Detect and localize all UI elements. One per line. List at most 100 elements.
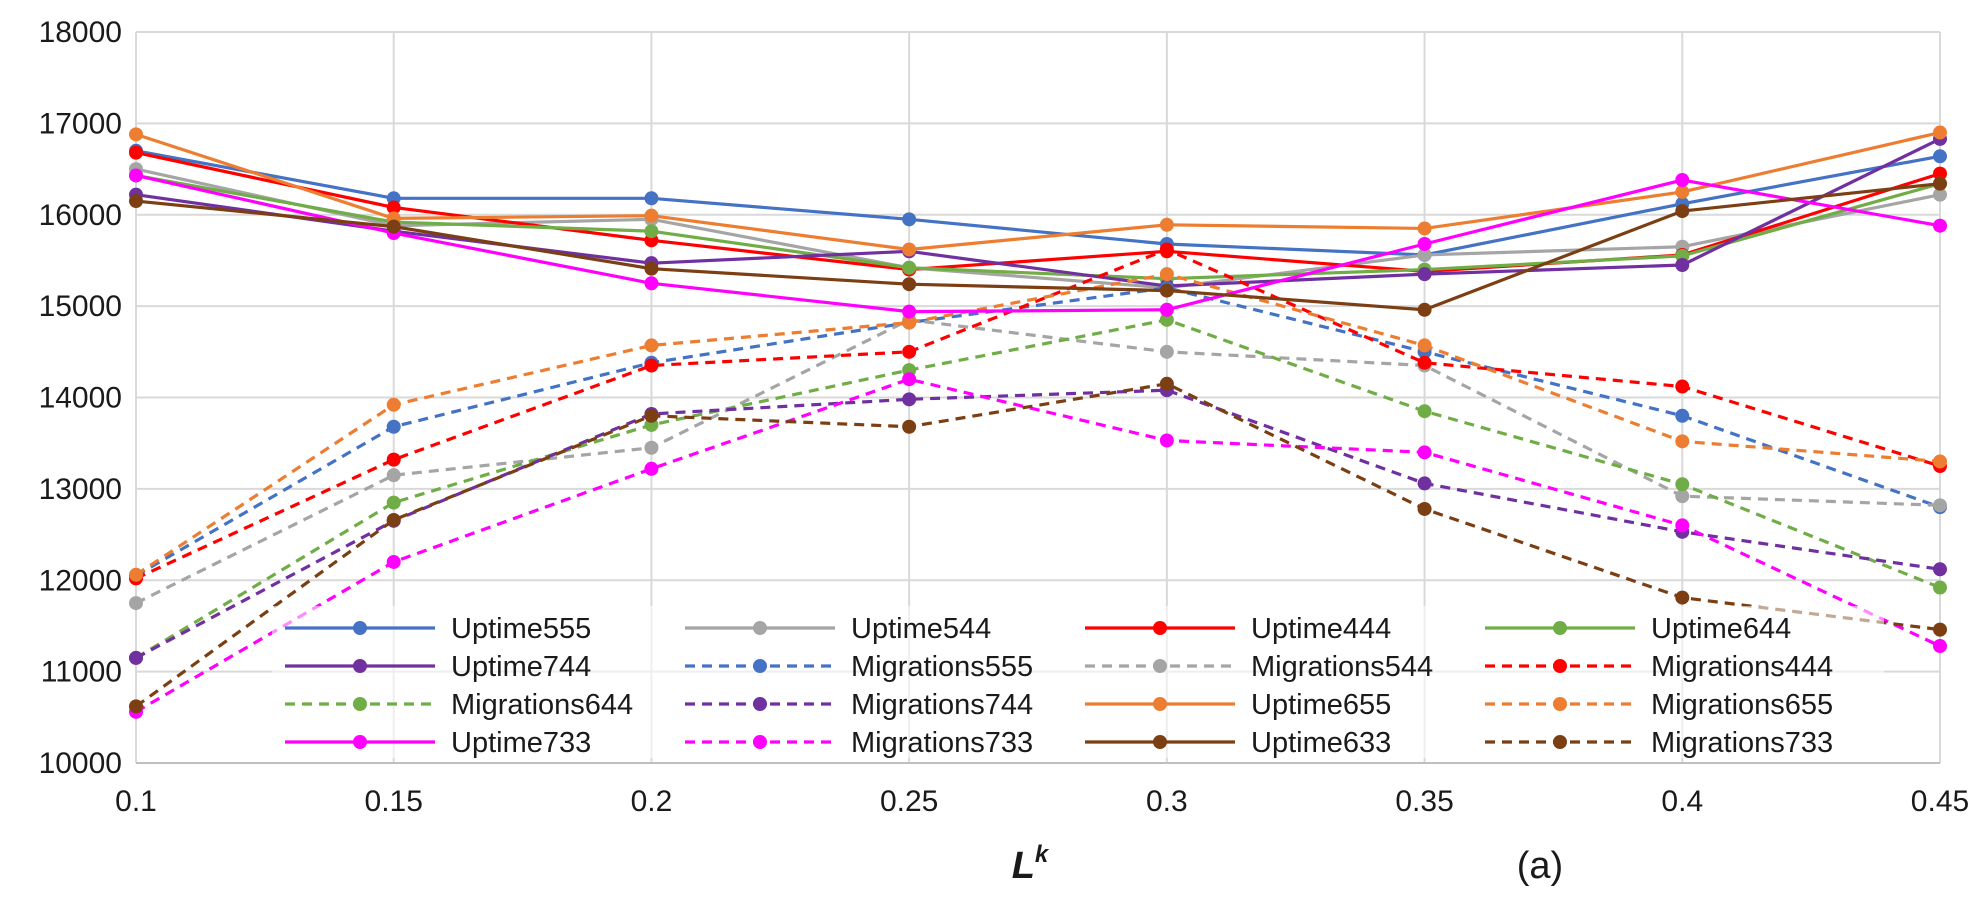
- data-point: [1933, 125, 1947, 140]
- data-point: [386, 200, 401, 215]
- series-line: [135, 272, 1941, 577]
- data-point: [644, 338, 659, 353]
- data-point: [1675, 477, 1690, 492]
- legend-swatch-marker: [353, 697, 367, 711]
- legend-item: Uptime544: [685, 613, 991, 645]
- data-point: [644, 224, 659, 239]
- legend-item: Uptime644: [1485, 613, 1791, 645]
- data-point: [1417, 236, 1432, 251]
- data-point: [644, 261, 659, 276]
- x-tick-label: 0.45: [1911, 785, 1969, 818]
- data-point: [386, 419, 401, 434]
- data-point: [1933, 218, 1947, 233]
- legend-swatch-marker: [1553, 735, 1567, 749]
- data-point: [1417, 338, 1432, 353]
- data-point: [1675, 184, 1690, 199]
- legend-swatch-marker: [1553, 697, 1567, 711]
- data-point: [1933, 639, 1947, 654]
- legend-item: Migrations444: [1485, 651, 1833, 683]
- data-point: [129, 699, 143, 714]
- series-Uptime555: [129, 143, 1947, 262]
- data-point: [902, 392, 917, 407]
- data-point: [1933, 176, 1947, 191]
- data-point: [902, 304, 917, 319]
- series-line: [135, 149, 1941, 257]
- y-tick-label: 16000: [39, 199, 122, 232]
- x-tick-label: 0.25: [880, 785, 938, 818]
- legend-item: Migrations644: [285, 689, 633, 721]
- series-line: [135, 318, 1941, 605]
- x-axis-label: Lk: [1012, 841, 1050, 887]
- x-axis-label-superscript: k: [1035, 841, 1050, 868]
- legend-swatch-marker: [353, 621, 367, 635]
- y-tick-label: 13000: [39, 473, 122, 506]
- data-point: [1159, 217, 1174, 232]
- y-tick-label: 17000: [39, 107, 122, 140]
- data-point: [129, 127, 143, 142]
- legend-label: Uptime644: [1651, 613, 1791, 645]
- legend-label: Migrations555: [851, 651, 1033, 683]
- data-point: [1933, 166, 1947, 181]
- series-line: [135, 173, 1941, 314]
- legend-swatch-marker: [353, 735, 367, 749]
- series-Migrations655: [129, 267, 1947, 582]
- data-point: [1675, 258, 1690, 273]
- series-line: [135, 318, 1941, 660]
- series-lines: [129, 125, 1947, 719]
- y-tick-label: 14000: [39, 382, 122, 415]
- legend-swatch-marker: [353, 659, 367, 673]
- legend-label: Uptime555: [451, 613, 591, 645]
- legend-item: Uptime555: [285, 613, 591, 645]
- data-point: [1675, 173, 1690, 188]
- data-point: [129, 650, 143, 665]
- data-point: [1417, 445, 1432, 460]
- series-Uptime733: [129, 168, 1947, 319]
- data-point: [1159, 283, 1174, 298]
- data-point: [644, 358, 659, 373]
- legend-item: Uptime733: [285, 727, 591, 759]
- data-point: [1417, 302, 1432, 317]
- legend-item: Uptime444: [1085, 613, 1391, 645]
- data-point: [1159, 344, 1174, 359]
- data-point: [1159, 302, 1174, 317]
- axes: 10000 11000 12000 13000 14000 15000 16000 17000…: [39, 16, 1970, 818]
- legend-label: Uptime744: [451, 651, 591, 683]
- legend-label: Migrations744: [851, 689, 1033, 721]
- data-point: [1159, 376, 1174, 391]
- legend-swatch-marker: [1553, 659, 1567, 673]
- data-point: [129, 596, 143, 611]
- data-point: [386, 452, 401, 467]
- series-line: [135, 173, 1941, 281]
- data-point: [902, 315, 917, 330]
- y-tick-label: 10000: [39, 747, 122, 780]
- legend-label: Migrations644: [451, 689, 633, 721]
- legend-swatch-marker: [1153, 735, 1167, 749]
- series-Migrations733: [129, 376, 1947, 714]
- data-point: [1417, 267, 1432, 282]
- legend-label: Migrations733: [851, 727, 1033, 759]
- data-point: [1159, 312, 1174, 327]
- data-point: [644, 191, 659, 206]
- legend-item: Uptime655: [1085, 689, 1391, 721]
- x-tick-label: 0.4: [1661, 785, 1703, 818]
- series-Uptime444: [129, 145, 1947, 279]
- legend-swatch-marker: [753, 735, 767, 749]
- x-tick-label: 0.2: [631, 785, 673, 818]
- data-point: [386, 512, 401, 527]
- data-point: [129, 567, 143, 582]
- series-line: [135, 151, 1941, 274]
- data-point: [129, 145, 143, 160]
- legend-swatch-marker: [753, 621, 767, 635]
- x-tick-label: 0.1: [115, 785, 157, 818]
- data-point: [1933, 149, 1947, 164]
- series-line: [135, 377, 1941, 714]
- legend-label: Uptime633: [1251, 727, 1391, 759]
- legend-item: Migrations733: [685, 727, 1033, 759]
- data-point: [902, 277, 917, 292]
- data-point: [1675, 518, 1690, 533]
- legend-label: Migrations733: [1651, 727, 1833, 759]
- data-point: [1417, 404, 1432, 419]
- data-point: [902, 212, 917, 227]
- x-axis-label-main: L: [1012, 845, 1035, 887]
- legend-label: Uptime733: [451, 727, 591, 759]
